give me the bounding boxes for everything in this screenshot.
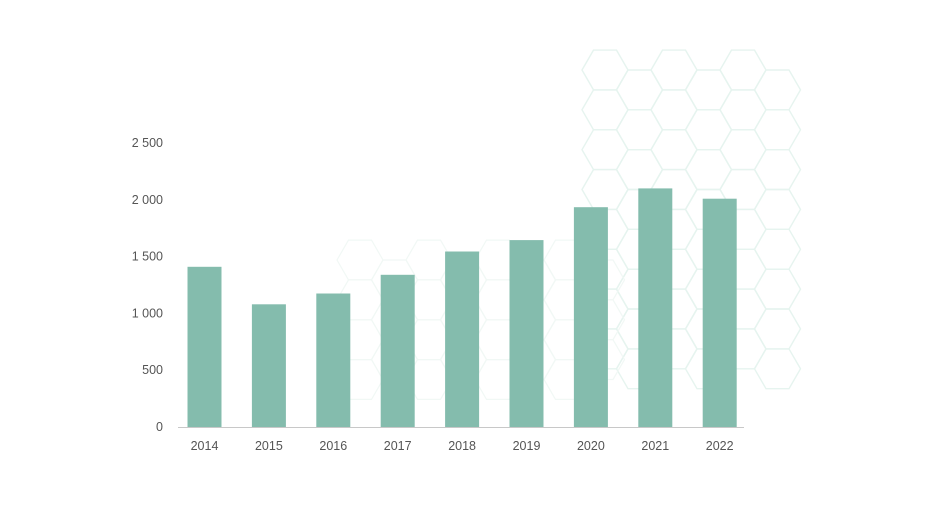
bars	[187, 188, 737, 427]
bar-2018	[445, 251, 480, 427]
hexagon-shape	[615, 109, 664, 151]
hexagon-shape	[753, 188, 802, 231]
hexagon-shape	[684, 109, 733, 151]
hexagon-shape	[650, 89, 698, 131]
y-axis-ticks: 0 500 1 000 1 500 2 000 2 500	[132, 136, 163, 434]
y-tick-label: 1 500	[132, 250, 163, 264]
y-tick-label: 0	[156, 420, 163, 434]
bar-2014	[187, 266, 222, 427]
x-axis-ticks: 2014 2015 2016 2017 2018 2019 2020 2021 2022	[191, 439, 734, 453]
x-tick-label: 2016	[319, 439, 347, 453]
hexagon-shape	[615, 148, 664, 191]
hexagon-shape	[650, 129, 698, 171]
x-tick-label: 2017	[384, 439, 412, 453]
hexagon-shape	[615, 69, 664, 111]
bar-2020	[573, 207, 608, 427]
bar-2022	[702, 198, 737, 427]
y-tick-label: 1 000	[132, 306, 163, 320]
hexagon-shape	[719, 49, 767, 91]
x-tick-label: 2014	[191, 439, 219, 453]
bar-2016	[316, 293, 351, 427]
hexagon-shape	[753, 148, 802, 191]
bar-2015	[251, 304, 286, 427]
hexagon-shape	[719, 129, 767, 171]
x-tick-label: 2020	[577, 439, 605, 453]
hexagon-shape	[753, 348, 802, 390]
x-tick-label: 2019	[513, 439, 541, 453]
bar-2019	[509, 240, 544, 427]
x-tick-label: 2021	[641, 439, 669, 453]
hexagon-shape	[581, 168, 629, 211]
hexagon-shape	[336, 239, 384, 281]
hexagon-shape	[684, 69, 733, 111]
hexagon-shape	[753, 228, 802, 270]
x-tick-label: 2022	[706, 439, 734, 453]
hexagon-shape	[650, 49, 698, 91]
hexagon-shape	[753, 268, 802, 310]
y-tick-label: 2 000	[132, 193, 163, 207]
hexagon-shape	[753, 69, 802, 111]
y-tick-label: 500	[142, 363, 163, 377]
hexagon-shape	[753, 308, 802, 350]
x-tick-label: 2018	[448, 439, 476, 453]
hexagon-shape	[684, 148, 733, 191]
bar-2017	[380, 274, 415, 427]
hexagon-shape	[581, 129, 629, 171]
bar-2021	[638, 188, 673, 427]
hexagon-shape	[719, 89, 767, 131]
hexagon-shape	[581, 49, 629, 91]
hexagon-shape	[753, 109, 802, 151]
x-tick-label: 2015	[255, 439, 283, 453]
hexagon-shape	[581, 89, 629, 131]
y-tick-label: 2 500	[132, 136, 163, 150]
